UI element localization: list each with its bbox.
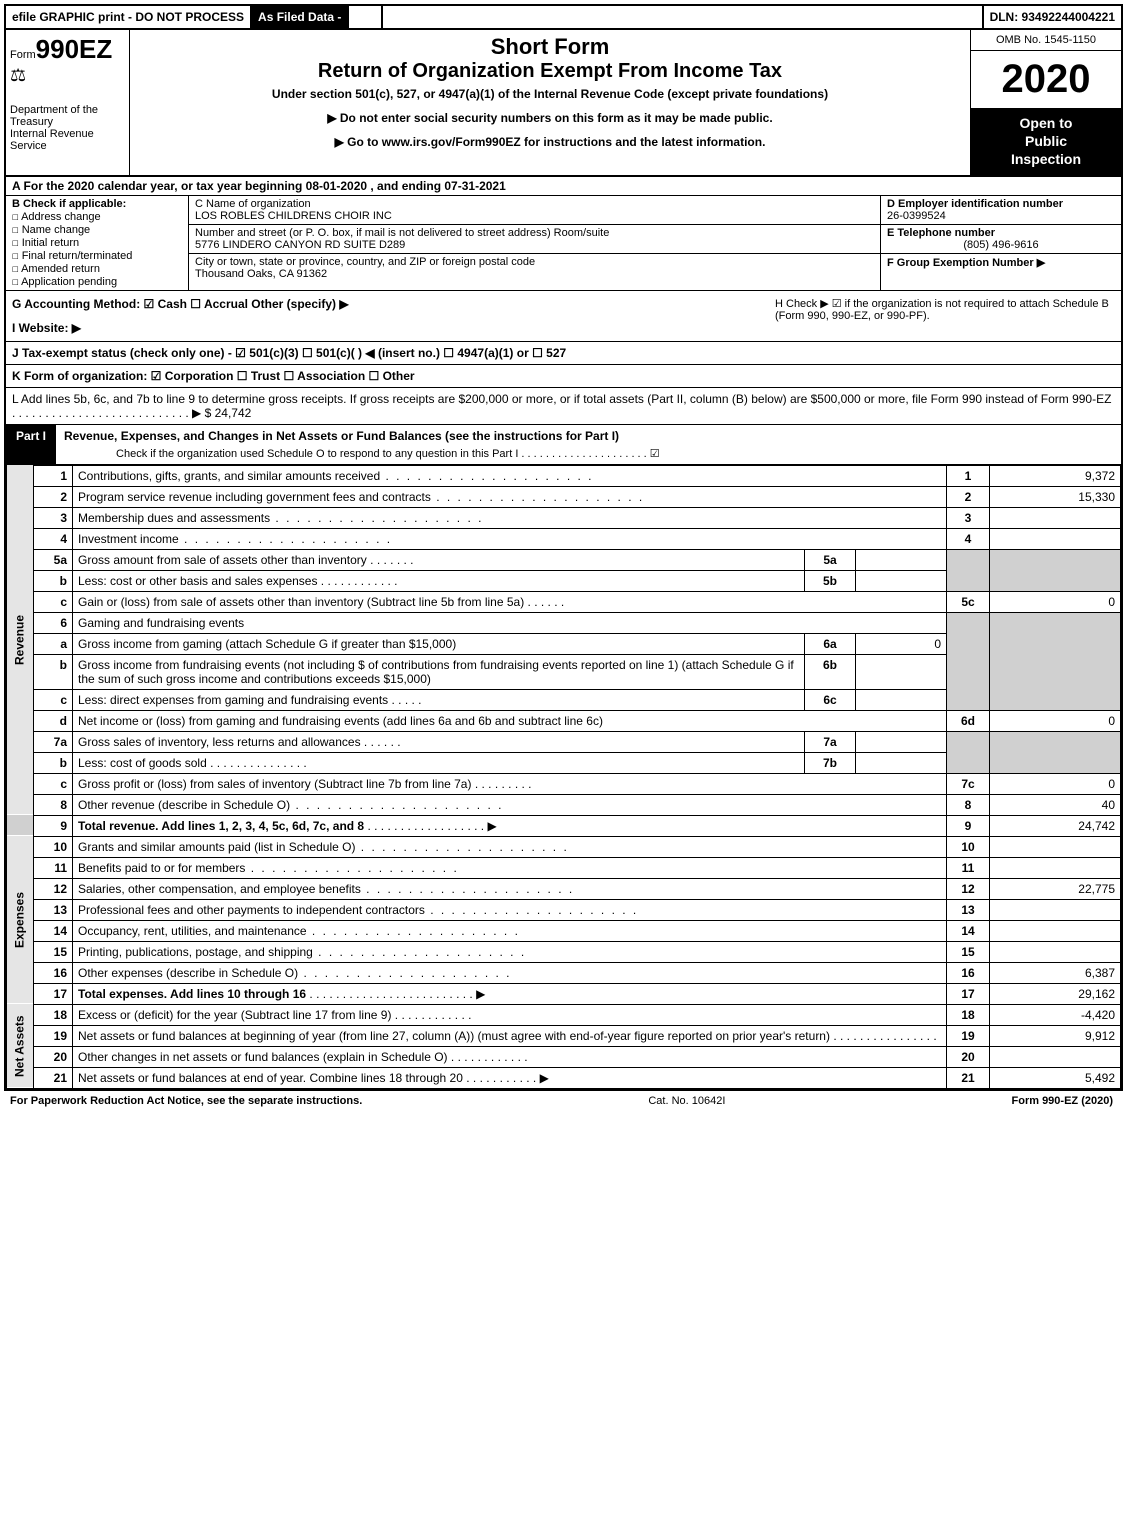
part1-title: Revenue, Expenses, and Changes in Net As… [56,425,668,447]
omb-number: OMB No. 1545-1150 [971,30,1121,51]
cb-address[interactable]: ☐ Address change [12,210,182,223]
D-ein-block: D Employer identification number 26-0399… [881,196,1121,225]
arrow-goto: ▶ Go to www.irs.gov/Form990EZ for instru… [146,135,954,149]
C-name-block: C Name of organization LOS ROBLES CHILDR… [189,196,880,225]
dln-label: DLN: 93492244004221 [982,6,1121,28]
row-K: K Form of organization: ☑ Corporation ☐ … [6,365,1121,388]
header-left: Form990EZ ⚖ Department of the Treasury I… [6,30,130,175]
open-line2: Public [977,132,1115,150]
C-name-label: C Name of organization [195,198,874,210]
asfiled-label: As Filed Data - [252,6,349,28]
H-check: H Check ▶ ☑ if the organization is not r… [775,297,1115,335]
part1-header: Part I Revenue, Expenses, and Changes in… [6,425,1121,465]
F-grp-block: F Group Exemption Number ▶ [881,254,1121,271]
tel-value: (805) 496-9616 [887,239,1115,251]
lines-table: Revenue 1 Contributions, gifts, grants, … [6,465,1121,1089]
irs-label: Internal Revenue Service [10,128,125,152]
info-row: B Check if applicable: ☐ Address change … [6,196,1121,291]
short-form-title: Short Form [146,34,954,60]
footer-right: Form 990-EZ (2020) [1012,1095,1114,1107]
org-name: LOS ROBLES CHILDRENS CHOIR INC [195,210,874,222]
treasury-seal-icon: ⚖ [10,65,125,86]
topbar: efile GRAPHIC print - DO NOT PROCESS As … [6,6,1121,30]
header-row: Form990EZ ⚖ Department of the Treasury I… [6,30,1121,177]
D-ein-label: D Employer identification number [887,198,1115,210]
org-street: 5776 LINDERO CANYON RD SUITE D289 [195,239,874,251]
cb-final[interactable]: ☐ Final return/terminated [12,249,182,262]
under-section: Under section 501(c), 527, or 4947(a)(1)… [146,87,954,101]
efile-label: efile GRAPHIC print - DO NOT PROCESS [6,6,252,28]
dept-label: Department of the Treasury [10,104,125,128]
cb-amended[interactable]: ☐ Amended return [12,262,182,275]
return-title: Return of Organization Exempt From Incom… [146,60,954,83]
J-tax-exempt: J Tax-exempt status (check only one) - ☑… [12,346,566,360]
row-J: J Tax-exempt status (check only one) - ☑… [6,342,1121,365]
I-website: I Website: ▶ [12,321,775,335]
open-line3: Inspection [977,150,1115,168]
form-container: efile GRAPHIC print - DO NOT PROCESS As … [4,4,1123,1091]
form-num: 990EZ [36,34,113,64]
asfiled-blank [349,6,383,28]
col-B: B Check if applicable: ☐ Address change … [6,196,189,290]
open-line1: Open to [977,114,1115,132]
cb-name[interactable]: ☐ Name change [12,223,182,236]
cb-initial[interactable]: ☐ Initial return [12,236,182,249]
part1-label: Part I [6,425,56,464]
header-center: Short Form Return of Organization Exempt… [130,30,970,175]
F-grp-label: F Group Exemption Number ▶ [887,256,1115,269]
form-number: Form990EZ [10,34,125,65]
open-public-box: Open to Public Inspection [971,108,1121,175]
form-prefix: Form [10,49,36,61]
E-tel-block: E Telephone number (805) 496-9616 [881,225,1121,254]
section-A: A For the 2020 calendar year, or tax yea… [6,177,1121,196]
C-city-block: City or town, state or province, country… [189,254,880,282]
org-city: Thousand Oaks, CA 91362 [195,268,874,280]
side-revenue: Revenue [7,465,34,815]
col-D: D Employer identification number 26-0399… [881,196,1121,290]
C-street-label: Number and street (or P. O. box, if mail… [195,227,874,239]
cb-application[interactable]: ☐ Application pending [12,275,182,288]
line1-box: 1 [947,465,990,486]
C-street-block: Number and street (or P. O. box, if mail… [189,225,880,254]
tax-year: 2020 [971,51,1121,108]
part1-sub: Check if the organization used Schedule … [56,447,668,464]
header-right: OMB No. 1545-1150 2020 Open to Public In… [970,30,1121,175]
L-amount: 24,742 [215,406,252,420]
row-G: G Accounting Method: ☑ Cash ☐ Accrual Ot… [6,291,1121,342]
side-netassets: Net Assets [7,1004,34,1088]
line1-desc: Contributions, gifts, grants, and simila… [73,465,947,486]
C-city-label: City or town, state or province, country… [195,256,874,268]
footer: For Paperwork Reduction Act Notice, see … [4,1091,1119,1111]
footer-mid: Cat. No. 10642I [362,1095,1011,1107]
line-num: 1 [34,465,73,486]
B-title: B Check if applicable: [12,198,182,210]
L-text: L Add lines 5b, 6c, and 7b to line 9 to … [12,392,1111,420]
row-L: L Add lines 5b, 6c, and 7b to line 9 to … [6,388,1121,425]
ein-value: 26-0399524 [887,210,1115,222]
footer-left: For Paperwork Reduction Act Notice, see … [10,1095,362,1107]
arrow-ssn: ▶ Do not enter social security numbers o… [146,111,954,125]
side-expenses: Expenses [7,836,34,1004]
col-C: C Name of organization LOS ROBLES CHILDR… [189,196,881,290]
G-accounting: G Accounting Method: ☑ Cash ☐ Accrual Ot… [12,297,775,311]
E-tel-label: E Telephone number [887,227,1115,239]
line1-amt: 9,372 [990,465,1121,486]
